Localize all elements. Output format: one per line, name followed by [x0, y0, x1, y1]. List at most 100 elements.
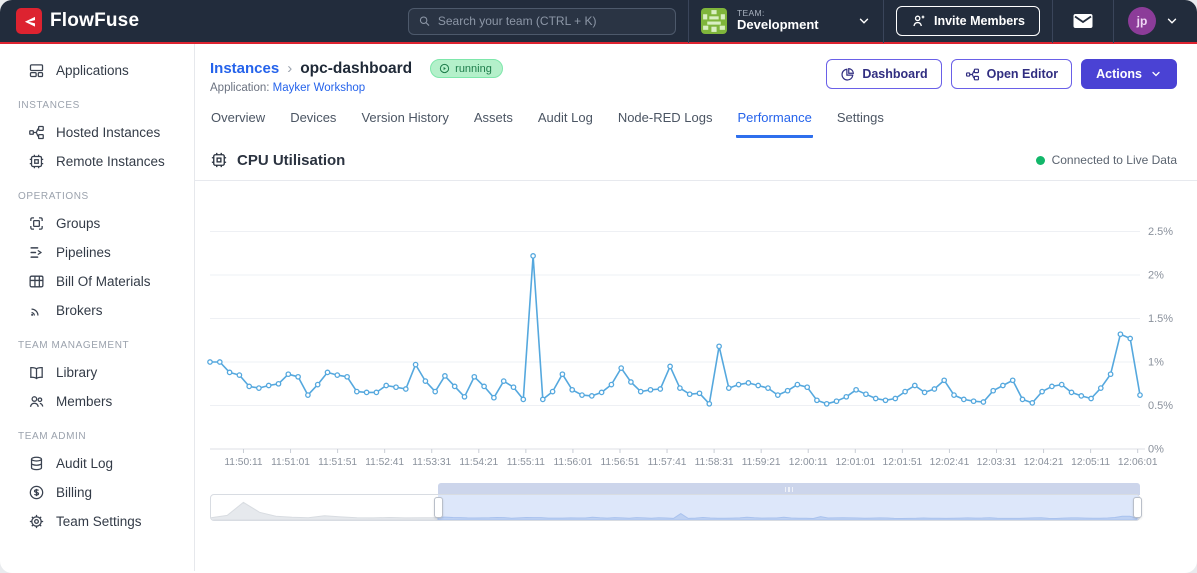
chevron-down-icon — [1167, 18, 1177, 24]
tab-assets[interactable]: Assets — [473, 110, 513, 125]
play-circle-icon — [440, 63, 450, 74]
sidebar-item-audit-log[interactable]: Audit Log — [0, 449, 194, 478]
search-box[interactable] — [407, 7, 676, 35]
sidebar-item-remote-instances[interactable]: Remote Instances — [0, 147, 194, 176]
svg-text:11:56:51: 11:56:51 — [601, 457, 640, 468]
status-badge-label: running — [455, 62, 492, 75]
open-editor-button[interactable]: Open Editor — [950, 59, 1073, 89]
tab-settings[interactable]: Settings — [836, 110, 884, 125]
application-link[interactable]: Mayker Workshop — [272, 82, 366, 94]
chart-range-navigator[interactable] — [210, 483, 1142, 523]
sidebar-item-applications[interactable]: Applications — [0, 56, 194, 85]
cpu-utilisation-chart: 0% 0.5% 1% 1.5% 2% 2.5% 11:50:11 11:51:01 11:51:… — [207, 226, 1173, 468]
breadcrumb: Instances › opc-dashboard running — [210, 59, 503, 78]
brand[interactable]: FlowFuse — [16, 8, 139, 34]
svg-text:11:59:21: 11:59:21 — [742, 457, 781, 468]
applications-icon — [29, 64, 44, 78]
divider — [687, 0, 689, 43]
pie-chart-icon — [841, 67, 855, 81]
tab-devices[interactable]: Devices — [290, 110, 337, 125]
sidebar-item-billing[interactable]: Billing — [0, 478, 194, 507]
team-switcher[interactable]: TEAM: Development — [700, 7, 871, 34]
chevron-down-icon — [1152, 71, 1160, 77]
tab-version-history[interactable]: Version History — [361, 110, 449, 125]
navigator-drag-strip[interactable] — [438, 483, 1140, 495]
sidebar-item-label: Billing — [56, 485, 93, 500]
sidebar-item-hosted-instances[interactable]: Hosted Instances — [0, 118, 194, 147]
search-input[interactable] — [437, 14, 666, 28]
team-avatar — [700, 8, 727, 34]
svg-text:11:57:41: 11:57:41 — [648, 457, 687, 468]
remote-instances-icon — [29, 154, 44, 169]
team-label: TEAM: — [736, 7, 765, 18]
search-icon — [419, 16, 430, 26]
svg-text:11:56:01: 11:56:01 — [553, 457, 592, 468]
svg-text:11:51:01: 11:51:01 — [271, 457, 310, 468]
page-header: Instances › opc-dashboard running Applic… — [195, 44, 1197, 94]
panel-title: CPU Utilisation — [237, 151, 346, 169]
main-content: Instances › opc-dashboard running Applic… — [195, 44, 1197, 571]
svg-text:11:58:31: 11:58:31 — [695, 457, 734, 468]
divider — [1113, 0, 1114, 43]
navigator-selection[interactable] — [438, 495, 1139, 520]
sidebar-item-bill-of-materials[interactable]: Bill Of Materials — [0, 267, 194, 296]
sidebar-item-label: Groups — [56, 216, 101, 231]
tab-performance[interactable]: Performance — [736, 110, 813, 138]
user-menu[interactable]: jp — [1128, 7, 1179, 35]
sidebar-item-pipelines[interactable]: Pipelines — [0, 238, 194, 267]
breadcrumb-instances-link[interactable]: Instances — [210, 60, 280, 77]
svg-text:12:06:01: 12:06:01 — [1118, 457, 1158, 468]
top-navbar: FlowFuse TEAM: Development Invite Member… — [0, 0, 1197, 44]
svg-text:11:54:21: 11:54:21 — [459, 457, 498, 468]
billing-icon — [29, 485, 44, 500]
members-icon — [29, 396, 44, 407]
svg-text:1%: 1% — [1148, 357, 1164, 369]
sidebar-item-label: Team Settings — [56, 514, 142, 529]
user-avatar: jp — [1128, 7, 1156, 35]
sidebar-item-members[interactable]: Members — [0, 387, 194, 416]
navigator-track[interactable] — [210, 494, 1140, 521]
tab-bar: Overview Devices Version History Assets … — [195, 94, 1197, 138]
navigator-mini-chart — [211, 501, 1138, 520]
status-badge: running — [430, 59, 503, 78]
sidebar-item-brokers[interactable]: Brokers — [0, 296, 194, 325]
actions-button-label: Actions — [1096, 67, 1142, 81]
invite-members-button[interactable]: Invite Members — [895, 6, 1040, 36]
gear-icon — [29, 514, 44, 529]
library-icon — [30, 366, 43, 380]
svg-text:12:05:11: 12:05:11 — [1071, 457, 1110, 468]
live-status-label: Connected to Live Data — [1051, 153, 1177, 167]
sidebar-item-team-settings[interactable]: Team Settings — [0, 507, 194, 536]
svg-text:0%: 0% — [1148, 444, 1164, 456]
svg-text:2%: 2% — [1148, 270, 1164, 282]
navigator-left-handle[interactable] — [434, 497, 443, 518]
dashboard-button[interactable]: Dashboard — [826, 59, 942, 89]
sidebar-item-label: Bill Of Materials — [56, 274, 151, 289]
sidebar-item-library[interactable]: Library — [0, 358, 194, 387]
svg-text:12:02:41: 12:02:41 — [930, 457, 970, 468]
actions-button[interactable]: Actions — [1081, 59, 1177, 89]
sidebar: Applications INSTANCES Hosted Instances … — [0, 44, 195, 571]
notifications-button[interactable] — [1065, 9, 1101, 33]
svg-text:12:04:21: 12:04:21 — [1024, 457, 1064, 468]
svg-text:2.5%: 2.5% — [1148, 226, 1173, 238]
breadcrumb-separator: › — [287, 60, 293, 77]
svg-text:11:55:11: 11:55:11 — [507, 457, 545, 468]
brokers-icon — [31, 308, 39, 316]
hosted-instances-icon — [29, 125, 44, 140]
sidebar-section-team-admin: TEAM ADMIN — [18, 431, 87, 442]
audit-log-icon — [30, 456, 43, 471]
svg-text:11:53:31: 11:53:31 — [412, 457, 451, 468]
sidebar-item-label: Hosted Instances — [56, 125, 161, 140]
tab-overview[interactable]: Overview — [211, 110, 266, 125]
brand-name: FlowFuse — [50, 10, 140, 31]
sidebar-item-label: Remote Instances — [56, 154, 165, 169]
navigator-right-handle[interactable] — [1133, 497, 1142, 518]
editor-flow-icon — [965, 68, 979, 80]
divider — [882, 0, 884, 43]
sidebar-item-groups[interactable]: Groups — [0, 209, 194, 238]
tab-audit-log[interactable]: Audit Log — [537, 110, 593, 125]
tab-node-red-logs[interactable]: Node-RED Logs — [617, 110, 713, 125]
sidebar-item-label: Applications — [56, 63, 129, 78]
